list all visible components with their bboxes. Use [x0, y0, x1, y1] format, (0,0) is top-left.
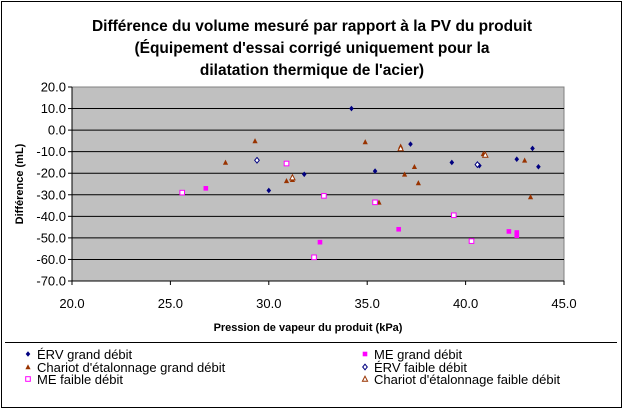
legend-marker-shape	[25, 376, 31, 382]
chart-title-line-3: dilatation thermique de l'acier)	[199, 62, 425, 79]
data-point-series-1	[530, 145, 535, 152]
data-point-series-4	[474, 161, 481, 169]
data-point-series-1	[536, 163, 541, 170]
legend-marker-shape	[25, 364, 31, 370]
data-point-series-1	[372, 168, 378, 174]
legend: ÉRV grand débit ME grand débit Chariot d'é…	[5, 342, 617, 403]
legend-entry: Chariot d'étalonnage grand débit	[37, 360, 226, 375]
y-tick-label: -20.0	[36, 166, 66, 181]
legend-marker-shape	[362, 351, 368, 357]
data-point-series-5	[372, 199, 378, 206]
y-tick-label: 10.0	[41, 101, 66, 116]
data-point-series-3	[362, 139, 368, 145]
data-point-series-2	[203, 186, 209, 191]
legend-entry: ME grand débit	[374, 347, 463, 362]
legend-marker	[25, 351, 31, 357]
y-axis-title: Différence (mL)	[14, 143, 26, 224]
legend-entry: ÉRV grand débit	[37, 347, 133, 362]
legend-marker-shape	[362, 363, 368, 371]
data-point-series-1	[449, 159, 455, 166]
chart-title: Différence du volume mesuré par rapport …	[40, 16, 584, 82]
x-tick-label: 40.0	[453, 296, 478, 311]
data-point-series-1	[514, 156, 520, 163]
x-tick-labels: 20.0 25.0 30.0 35.0 40.0 45.0	[59, 296, 576, 311]
legend-entry: ÉRV faible débit	[374, 360, 467, 375]
legend-entry: ME faible débit	[37, 372, 123, 387]
y-tick-label: 20.0	[41, 80, 66, 95]
y-tick-label: -50.0	[36, 230, 66, 245]
y-tick-label: -60.0	[36, 252, 66, 267]
data-point-series-6	[397, 144, 405, 152]
y-tick-labels: 20.0 10.0 0.0 -10.0 -20.0 -30.0 -40.0 -50.0 -60.…	[36, 80, 66, 289]
data-point-series-2	[506, 229, 512, 234]
data-point-series-3	[401, 171, 408, 177]
data-point-series-5	[179, 189, 186, 196]
x-tick-label: 20.0	[59, 296, 84, 311]
legend-marker	[362, 351, 368, 357]
data-point-series-1	[266, 187, 272, 194]
y-tick-label: -70.0	[36, 274, 66, 289]
data-point-series-1	[301, 171, 307, 178]
x-tick-label: 35.0	[355, 296, 380, 311]
y-tick-label: -40.0	[36, 209, 66, 224]
plot-area	[71, 86, 565, 282]
legend-marker-shape	[25, 351, 31, 357]
data-point-series-3	[527, 194, 534, 200]
data-point-series-3	[522, 157, 528, 163]
data-point-series-4	[254, 156, 260, 164]
data-point-series-2	[396, 226, 401, 232]
data-point-series-3	[252, 138, 258, 144]
data-point-series-5	[283, 160, 290, 167]
legend-marker	[25, 376, 31, 382]
x-axis-title: Pression de vapeur du produit (kPa)	[214, 322, 403, 334]
data-point-series-2	[317, 239, 323, 245]
data-point-series-5	[450, 212, 457, 219]
data-points	[179, 105, 541, 261]
data-point-series-2	[514, 233, 520, 239]
legend-marker-shape	[361, 375, 369, 382]
chart-title-line-2: (Équipement d'essai corrigé uniquement p…	[134, 40, 490, 57]
data-point-series-3	[283, 177, 290, 184]
y-tick-label: -10.0	[36, 144, 66, 159]
legend-marker	[25, 364, 31, 370]
data-point-series-3	[411, 163, 418, 170]
gridlines	[72, 108, 564, 260]
y-tick-label: -30.0	[36, 187, 66, 202]
data-point-series-3	[222, 159, 229, 165]
data-point-series-3	[415, 180, 421, 186]
data-point-series-5	[468, 238, 475, 244]
legend-entry: Chariot d'étalonnage faible débit	[374, 372, 561, 387]
data-point-series-1	[408, 141, 413, 147]
data-point-series-5	[321, 193, 327, 199]
data-point-series-6	[481, 150, 489, 158]
legend-marker	[362, 363, 368, 371]
y-tick-label: 0.0	[48, 123, 66, 138]
legend-marker	[361, 375, 369, 382]
chart-title-line-1: Différence du volume mesuré par rapport …	[91, 18, 533, 35]
x-tick-label: 25.0	[158, 296, 183, 311]
data-point-series-1	[349, 105, 354, 112]
x-tick-label: 45.0	[551, 296, 576, 311]
x-tick-label: 30.0	[256, 296, 281, 311]
data-point-series-5	[311, 254, 317, 261]
data-point-series-6	[288, 173, 296, 181]
data-point-series-2	[514, 230, 520, 235]
axes	[68, 86, 565, 285]
